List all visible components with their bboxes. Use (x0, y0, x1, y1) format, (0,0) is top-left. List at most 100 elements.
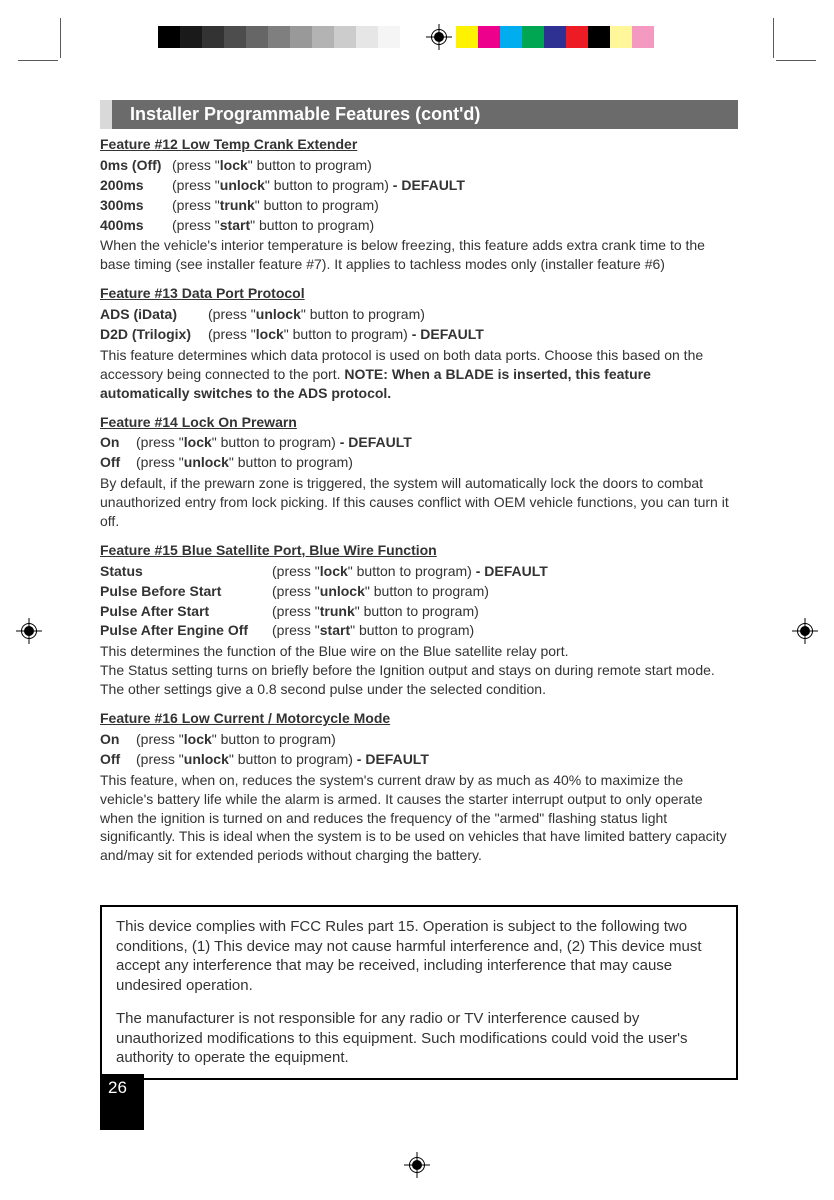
swatch (500, 26, 522, 48)
color-swatches (456, 26, 676, 48)
option-instruction: (press "unlock" button to program) - DEF… (172, 176, 465, 195)
feature-title: Feature #16 Low Current / Motorcycle Mod… (100, 709, 738, 728)
button-name: lock (256, 326, 284, 342)
feature-title: Feature #14 Lock On Prewarn (100, 413, 738, 432)
option-instruction: (press "unlock" button to program) (208, 305, 425, 324)
swatch (400, 26, 422, 48)
registration-mark-icon (428, 26, 450, 48)
swatch (544, 26, 566, 48)
page-number: 26 (100, 1074, 144, 1130)
swatch (456, 26, 478, 48)
option-row: 400ms(press "start" button to program) (100, 216, 738, 235)
page-content: Installer Programmable Features (cont'd)… (100, 100, 738, 1080)
fcc-notice-box: This device complies with FCC Rules part… (100, 905, 738, 1080)
swatch (158, 26, 180, 48)
feature-description: By default, if the prewarn zone is trigg… (100, 474, 738, 531)
swatch (632, 26, 654, 48)
option-row: ADS (iData)(press "unlock" button to pro… (100, 305, 738, 324)
feature-description: When the vehicle's interior temperature … (100, 236, 738, 274)
button-name: unlock (256, 306, 301, 322)
swatch (654, 26, 676, 48)
feature-block: Feature #13 Data Port Protocol ADS (iData… (100, 284, 738, 402)
option-label: 200ms (100, 176, 172, 195)
option-instruction: (press "trunk" button to program) (172, 196, 379, 215)
option-row: 200ms(press "unlock" button to program) … (100, 176, 738, 195)
option-label: D2D (Trilogix) (100, 325, 208, 344)
option-row: Pulse After Engine Off(press "start" but… (100, 621, 738, 640)
button-name: start (320, 622, 350, 638)
button-name: trunk (320, 603, 355, 619)
grayscale-swatches (158, 26, 422, 48)
swatch (224, 26, 246, 48)
feature-description: This determines the function of the Blue… (100, 642, 738, 699)
registration-mark-right-icon (794, 620, 816, 642)
swatch (566, 26, 588, 48)
default-marker: - DEFAULT (389, 177, 465, 193)
swatch (334, 26, 356, 48)
option-label: On (100, 433, 136, 452)
feature-title: Feature #12 Low Temp Crank Extender (100, 135, 738, 154)
default-marker: - DEFAULT (336, 434, 412, 450)
option-row: Off(press "unlock" button to program) (100, 453, 738, 472)
option-row: Status(press "lock" button to program) -… (100, 562, 738, 581)
swatch (290, 26, 312, 48)
option-instruction: (press "unlock" button to program) - DEF… (136, 750, 429, 769)
button-name: unlock (220, 177, 265, 193)
option-label: Status (100, 562, 272, 581)
option-row: D2D (Trilogix)(press "lock" button to pr… (100, 325, 738, 344)
button-name: start (220, 217, 250, 233)
option-instruction: (press "lock" button to program) (172, 156, 372, 175)
option-label: ADS (iData) (100, 305, 208, 324)
option-instruction: (press "start" button to program) (172, 216, 374, 235)
option-instruction: (press "unlock" button to program) (136, 453, 353, 472)
feature-block: Feature #15 Blue Satellite Port, Blue Wi… (100, 541, 738, 699)
option-instruction: (press "lock" button to program) - DEFAU… (136, 433, 412, 452)
swatch (268, 26, 290, 48)
option-label: On (100, 730, 136, 749)
option-instruction: (press "lock" button to program) - DEFAU… (208, 325, 484, 344)
feature-title: Feature #13 Data Port Protocol (100, 284, 738, 303)
option-label: 400ms (100, 216, 172, 235)
swatch (202, 26, 224, 48)
feature-note: NOTE: When a BLADE is inserted, this fea… (100, 366, 651, 401)
swatch (180, 26, 202, 48)
option-row: Pulse After Start(press "trunk" button t… (100, 602, 738, 621)
option-instruction: (press "lock" button to program) (136, 730, 336, 749)
option-instruction: (press "trunk" button to program) (272, 602, 479, 621)
default-marker: - DEFAULT (353, 751, 429, 767)
feature-title: Feature #15 Blue Satellite Port, Blue Wi… (100, 541, 738, 560)
feature-block: Feature #12 Low Temp Crank Extender 0ms (… (100, 135, 738, 274)
option-label: Pulse After Start (100, 602, 272, 621)
button-name: unlock (320, 583, 365, 599)
swatch (522, 26, 544, 48)
option-label: 300ms (100, 196, 172, 215)
option-row: Off(press "unlock" button to program) - … (100, 750, 738, 769)
option-instruction: (press "lock" button to program) - DEFAU… (272, 562, 548, 581)
option-label: 0ms (Off) (100, 156, 172, 175)
button-name: trunk (220, 197, 255, 213)
button-name: unlock (184, 751, 229, 767)
option-label: Pulse Before Start (100, 582, 272, 601)
registration-color-bar (0, 26, 834, 48)
option-instruction: (press "start" button to program) (272, 621, 474, 640)
registration-mark-left-icon (18, 620, 40, 642)
default-marker: - DEFAULT (408, 326, 484, 342)
swatch (588, 26, 610, 48)
option-instruction: (press "unlock" button to program) (272, 582, 489, 601)
option-row: Pulse Before Start(press "unlock" button… (100, 582, 738, 601)
swatch (478, 26, 500, 48)
button-name: lock (320, 563, 348, 579)
feature-block: Feature #16 Low Current / Motorcycle Mod… (100, 709, 738, 865)
swatch (312, 26, 334, 48)
default-marker: - DEFAULT (472, 563, 548, 579)
feature-block: Feature #14 Lock On PrewarnOn(press "loc… (100, 413, 738, 531)
button-name: unlock (184, 454, 229, 470)
button-name: lock (184, 731, 212, 747)
button-name: lock (220, 157, 248, 173)
feature-description: This feature determines which data proto… (100, 346, 738, 403)
swatch (378, 26, 400, 48)
swatch (356, 26, 378, 48)
option-row: On(press "lock" button to program) (100, 730, 738, 749)
section-header: Installer Programmable Features (cont'd) (100, 100, 738, 129)
swatch (246, 26, 268, 48)
